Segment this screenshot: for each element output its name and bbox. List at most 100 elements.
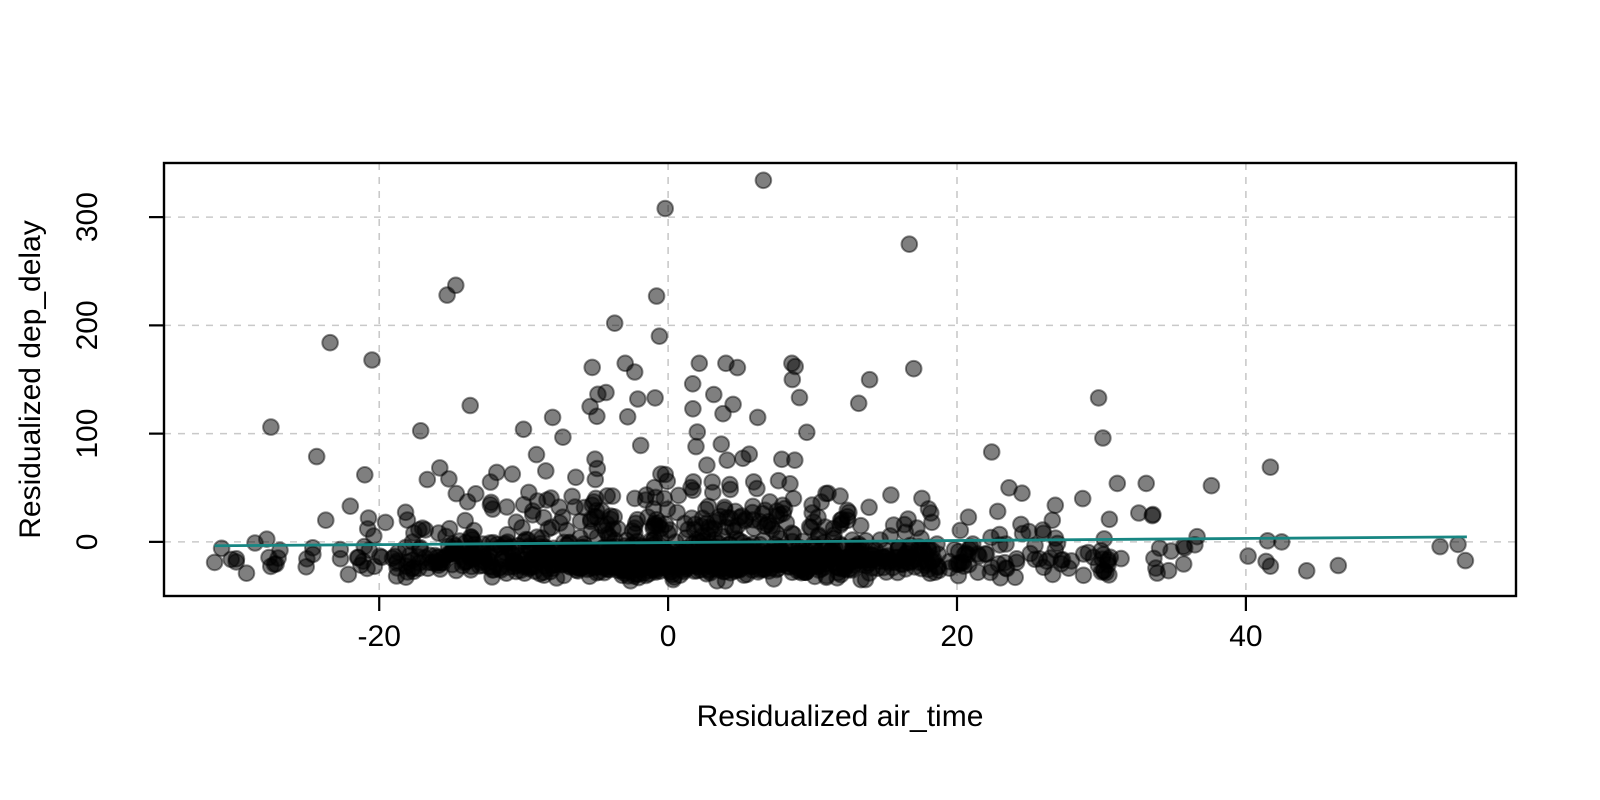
data-point <box>418 470 437 489</box>
data-point <box>321 333 339 352</box>
data-point <box>1202 476 1221 495</box>
data-point <box>1239 547 1257 565</box>
data-point <box>997 535 1015 553</box>
data-point <box>913 489 931 508</box>
data-point <box>802 519 821 537</box>
data-point <box>646 389 664 407</box>
data-point <box>349 548 368 567</box>
x-axis-title: Residualized air_time <box>697 700 984 733</box>
data-point <box>205 553 224 572</box>
data-point <box>307 447 326 466</box>
data-point <box>554 428 572 447</box>
data-point <box>411 422 430 440</box>
data-point <box>754 171 773 190</box>
data-point <box>677 539 695 558</box>
data-point <box>631 436 650 455</box>
data-point <box>656 199 675 218</box>
data-point <box>543 408 562 427</box>
data-point <box>438 286 456 304</box>
data-point <box>1261 557 1280 576</box>
data-point <box>683 375 702 393</box>
data-point <box>1043 511 1062 530</box>
data-point <box>1449 535 1467 554</box>
data-point <box>896 560 915 578</box>
data-point <box>571 512 590 531</box>
data-point <box>498 498 516 516</box>
data-point <box>456 511 475 530</box>
data-point <box>1021 544 1040 563</box>
data-point <box>845 539 864 558</box>
y-tick-label: 100 <box>71 409 104 459</box>
plot-area-border <box>162 161 1518 598</box>
data-point <box>798 423 816 442</box>
data-point <box>567 468 585 487</box>
data-point <box>458 493 477 511</box>
data-point <box>563 487 581 506</box>
data-point <box>447 561 466 580</box>
data-point <box>482 493 500 512</box>
data-point <box>363 351 381 369</box>
data-point <box>1108 474 1127 493</box>
data-point <box>675 514 694 533</box>
data-point <box>896 523 915 542</box>
data-point <box>585 493 603 511</box>
data-point <box>623 551 642 569</box>
data-point <box>688 423 707 441</box>
data-point <box>441 544 460 563</box>
data-point <box>431 459 449 477</box>
data-point <box>542 518 561 537</box>
data-point <box>767 524 786 543</box>
data-point <box>262 418 280 436</box>
data-point <box>409 548 428 566</box>
data-point <box>537 462 555 480</box>
data-point <box>637 486 656 504</box>
x-tick-label: -20 <box>358 620 401 653</box>
data-point <box>524 502 542 520</box>
data-point <box>1456 551 1475 570</box>
data-point <box>919 541 938 560</box>
data-point <box>317 511 335 530</box>
scatter-points <box>205 171 1475 590</box>
data-point <box>951 521 970 540</box>
data-point <box>839 511 857 530</box>
data-point <box>782 524 801 543</box>
data-point <box>959 508 978 527</box>
data-point <box>783 370 802 389</box>
data-point <box>237 564 256 583</box>
data-point <box>1013 484 1031 503</box>
data-point <box>504 545 522 563</box>
data-point <box>755 546 774 565</box>
data-point <box>705 385 723 404</box>
regression-line-layer <box>214 535 1467 548</box>
data-point <box>877 552 895 571</box>
data-point <box>652 519 670 538</box>
data-point <box>781 475 799 493</box>
data-point <box>703 547 722 566</box>
data-point <box>586 470 605 489</box>
data-point <box>849 394 868 413</box>
data-point <box>662 563 681 581</box>
data-point <box>586 507 604 526</box>
data-point <box>904 359 923 378</box>
data-point <box>977 545 996 563</box>
data-point <box>583 358 602 377</box>
data-point <box>900 235 919 253</box>
data-point <box>647 287 666 305</box>
data-point <box>1258 532 1277 550</box>
data-point <box>358 520 377 538</box>
data-point <box>786 451 804 470</box>
data-point <box>488 463 506 482</box>
data-point <box>860 498 878 517</box>
data-point <box>507 513 526 532</box>
data-point <box>598 487 617 505</box>
data-point <box>483 558 502 576</box>
regression-line <box>214 535 1467 548</box>
data-point <box>1074 566 1093 585</box>
data-point <box>845 556 864 574</box>
data-point <box>650 327 669 346</box>
data-point <box>246 534 264 552</box>
data-point <box>1092 563 1111 581</box>
axes <box>149 161 1518 611</box>
data-point <box>982 443 1001 461</box>
